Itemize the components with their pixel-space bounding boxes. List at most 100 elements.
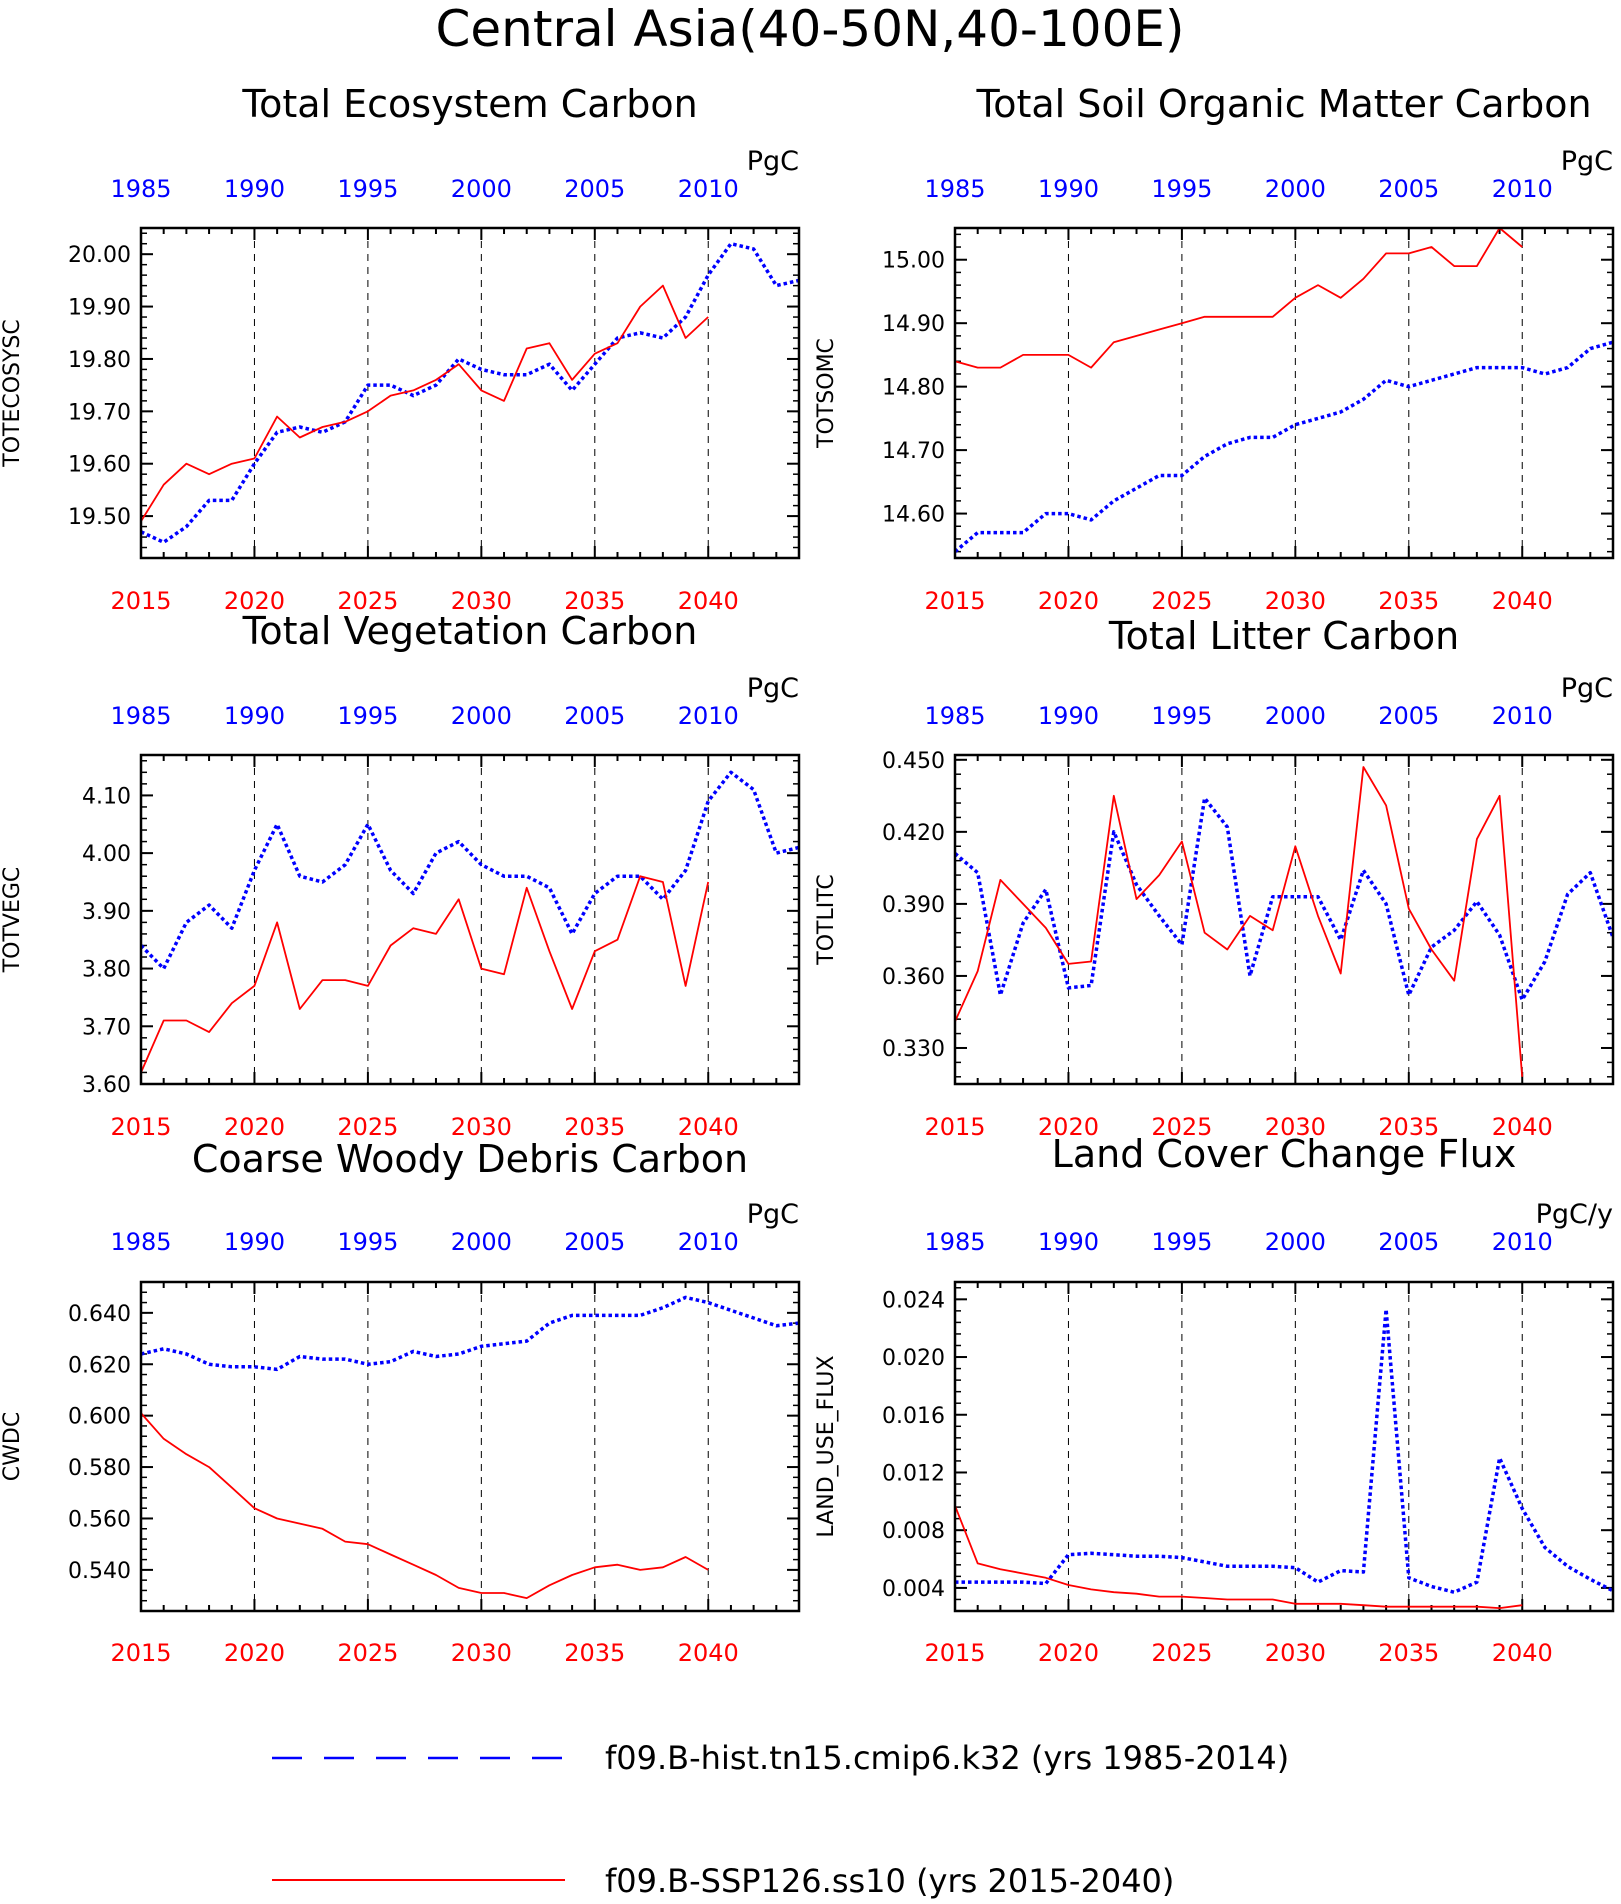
- x-tick-label-top: 2010: [1492, 175, 1553, 203]
- x-tick-label-top: 1990: [224, 1228, 285, 1256]
- x-tick-label-bottom: 2025: [337, 1113, 398, 1141]
- y-axis-label: TOTSOMC: [814, 338, 839, 449]
- series-hist-line: [955, 340, 1613, 554]
- series-ssp-line: [141, 284, 709, 522]
- y-axis-label: TOTVEGC: [0, 867, 25, 974]
- series-hist-line: [141, 1295, 799, 1372]
- y-tick-label: 19.80: [68, 348, 131, 373]
- x-tick-label-bottom: 2030: [451, 1113, 512, 1141]
- panel-title: Land Cover Change Flux: [1052, 1132, 1517, 1176]
- x-tick-label-bottom: 2025: [1151, 587, 1212, 615]
- units-label: PgC: [747, 1199, 799, 1230]
- x-tick-label-bottom: 2025: [1151, 1639, 1212, 1667]
- x-tick-label-bottom: 2040: [1492, 587, 1553, 615]
- x-tick-label-top: 1990: [1038, 702, 1099, 730]
- legend: f09.B-hist.tn15.cmip6.k32 (yrs 1985-2014…: [272, 1739, 1289, 1900]
- legend-hist-label: f09.B-hist.tn15.cmip6.k32 (yrs 1985-2014…: [605, 1739, 1289, 1777]
- plot-frame: [953, 226, 1615, 560]
- x-tick-label-bottom: 2015: [110, 587, 171, 615]
- x-tick-label-bottom: 2015: [924, 1113, 985, 1141]
- panel-title: Total Vegetation Carbon: [242, 609, 698, 653]
- x-tick-label-bottom: 2030: [451, 587, 512, 615]
- panel-title: Total Ecosystem Carbon: [241, 82, 697, 126]
- panels: Total Ecosystem Carbon PgC TOTECOSYSC 2015 2…: [0, 82, 1615, 1667]
- y-tick-label: 0.012: [882, 1461, 945, 1486]
- x-tick-label-bottom: 2035: [564, 1113, 625, 1141]
- x-tick-label-bottom: 2015: [924, 1639, 985, 1667]
- series-ssp-line: [955, 766, 1524, 1077]
- x-tick-label-top: 2000: [451, 702, 512, 730]
- x-tick-label-bottom: 2020: [1038, 1113, 1099, 1141]
- y-axis-label: TOTLITC: [814, 874, 839, 965]
- units-label: PgC: [747, 146, 799, 177]
- y-tick-label: 0.420: [882, 821, 945, 846]
- series-hist-line: [141, 770, 799, 971]
- x-tick-label-top: 1995: [337, 175, 398, 203]
- x-tick-label-bottom: 2030: [1265, 1113, 1326, 1141]
- y-tick-label: 15.00: [882, 249, 945, 274]
- x-tick-label-bottom: 2025: [1151, 1113, 1212, 1141]
- y-tick-label: 0.360: [882, 965, 945, 990]
- x-tick-label-bottom: 2040: [1492, 1639, 1553, 1667]
- x-tick-label-bottom: 2015: [924, 587, 985, 615]
- y-tick-label: 20.00: [68, 243, 131, 268]
- x-tick-label-bottom: 2020: [224, 1113, 285, 1141]
- x-tick-label-top: 2010: [1492, 702, 1553, 730]
- y-tick-label: 14.80: [882, 376, 945, 401]
- x-tick-label-top: 1990: [224, 175, 285, 203]
- y-tick-label: 0.450: [882, 749, 945, 774]
- y-tick-label: 4.10: [82, 784, 131, 809]
- y-tick-label: 19.90: [68, 296, 131, 321]
- x-tick-label-top: 1995: [1151, 1228, 1212, 1256]
- legend-ssp-label: f09.B-SSP126.ss10 (yrs 2015-2040): [605, 1862, 1174, 1900]
- x-tick-label-top: 1995: [337, 1228, 398, 1256]
- x-tick-label-top: 1990: [1038, 175, 1099, 203]
- x-tick-label-top: 2005: [1378, 702, 1439, 730]
- x-tick-label-top: 2000: [451, 1228, 512, 1256]
- x-tick-label-top: 1985: [110, 1228, 171, 1256]
- y-tick-label: 4.00: [82, 842, 131, 867]
- series-ssp-line: [955, 1505, 1523, 1609]
- x-tick-label-top: 1995: [1151, 175, 1212, 203]
- series-ssp-line: [141, 1412, 709, 1599]
- units-label: PgC/y: [1536, 1199, 1613, 1230]
- x-tick-label-bottom: 2040: [1492, 1113, 1553, 1141]
- figure-title: Central Asia(40-50N,40-100E): [435, 0, 1184, 58]
- panel-5: Coarse Woody Debris Carbon PgC CWDC 2015 202…: [0, 1137, 801, 1667]
- x-tick-label-top: 1985: [110, 702, 171, 730]
- x-tick-label-top: 2005: [1378, 1228, 1439, 1256]
- y-tick-label: 0.008: [882, 1519, 945, 1544]
- y-tick-label: 3.70: [82, 1015, 131, 1040]
- y-tick-label: 0.540: [68, 1559, 131, 1584]
- x-tick-label-top: 2000: [1265, 1228, 1326, 1256]
- x-tick-label-top: 2000: [451, 175, 512, 203]
- x-tick-label-bottom: 2015: [110, 1113, 171, 1141]
- series-ssp-line: [955, 228, 1523, 369]
- x-tick-label-bottom: 2020: [224, 587, 285, 615]
- plot-frame: [953, 753, 1615, 1086]
- y-tick-label: 0.580: [68, 1456, 131, 1481]
- x-tick-label-top: 2005: [564, 702, 625, 730]
- x-tick-label-top: 2005: [564, 175, 625, 203]
- x-tick-label-top: 1985: [110, 175, 171, 203]
- x-tick-label-top: 2010: [1492, 1228, 1553, 1256]
- x-tick-label-bottom: 2035: [564, 1639, 625, 1667]
- y-tick-label: 19.70: [68, 400, 131, 425]
- y-tick-label: 0.330: [882, 1037, 945, 1062]
- y-tick-label: 0.560: [68, 1507, 131, 1532]
- panel-title: Total Litter Carbon: [1108, 614, 1459, 658]
- panel-1: Total Ecosystem Carbon PgC TOTECOSYSC 2015 2…: [0, 82, 801, 615]
- y-tick-label: 0.600: [68, 1405, 131, 1430]
- x-tick-label-bottom: 2030: [1265, 587, 1326, 615]
- x-tick-label-bottom: 2020: [1038, 1639, 1099, 1667]
- y-tick-label: 14.60: [882, 503, 945, 528]
- series-hist-line: [955, 796, 1613, 1002]
- x-tick-label-bottom: 2035: [1378, 1113, 1439, 1141]
- x-tick-label-bottom: 2015: [110, 1639, 171, 1667]
- series-ssp-line: [141, 875, 710, 1073]
- x-tick-label-top: 2010: [678, 1228, 739, 1256]
- y-tick-label: 0.620: [68, 1353, 131, 1378]
- x-tick-label-top: 1990: [1038, 1228, 1099, 1256]
- y-tick-label: 19.50: [68, 505, 131, 530]
